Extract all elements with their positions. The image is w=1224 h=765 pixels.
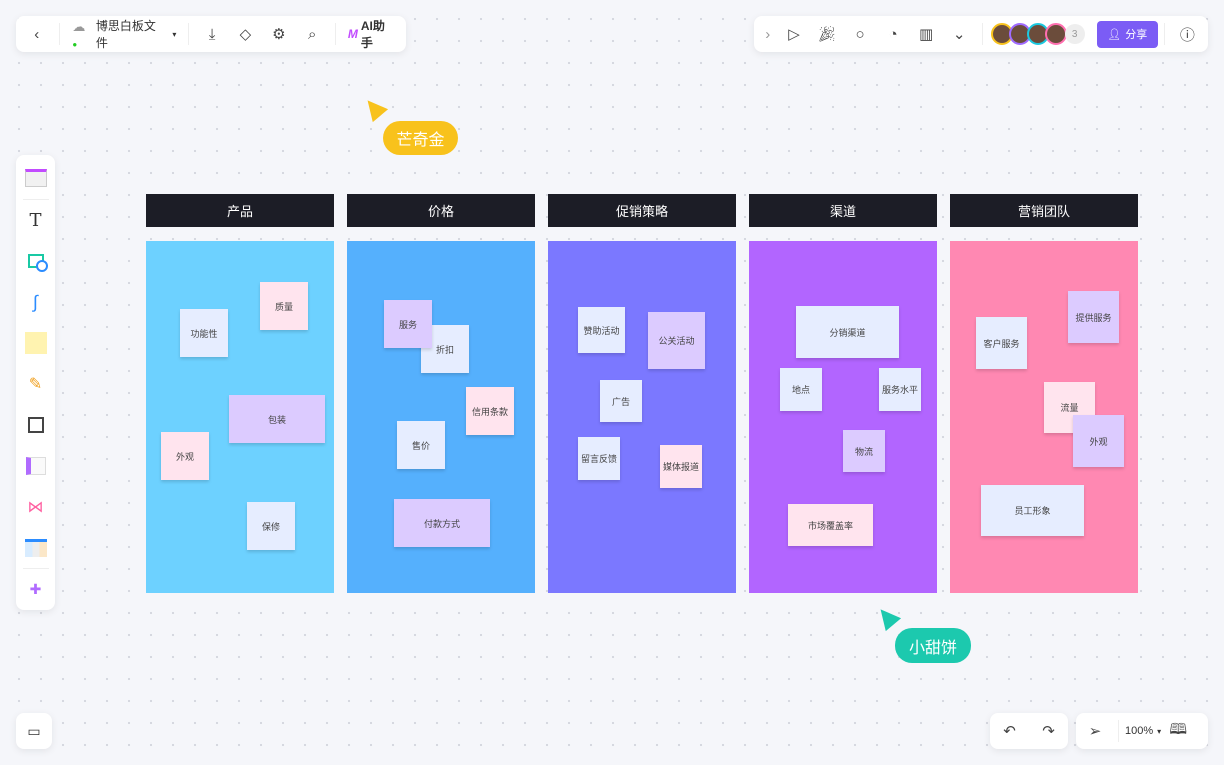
sticky-note[interactable]: 提供服务 bbox=[1068, 291, 1119, 343]
sticky-note[interactable]: 保修 bbox=[247, 502, 295, 550]
cloud-saved-icon: ☁● bbox=[72, 18, 86, 49]
sticky-note[interactable]: 地点 bbox=[780, 368, 822, 411]
sticky-note[interactable]: 公关活动 bbox=[648, 312, 705, 369]
more-tools-icon[interactable]: ✚ bbox=[29, 581, 42, 598]
sticky-note[interactable]: 市场覆盖率 bbox=[788, 504, 873, 546]
divider bbox=[334, 23, 336, 45]
ai-logo-icon: M bbox=[347, 27, 358, 41]
avatar bbox=[1044, 23, 1067, 45]
column-header: 产品 bbox=[146, 194, 334, 227]
collaborators[interactable]: 3 bbox=[989, 23, 1085, 45]
collaborator-count: 3 bbox=[1064, 24, 1085, 44]
ai-assistant-button[interactable]: M AI助手 bbox=[342, 17, 402, 51]
column-body[interactable] bbox=[548, 241, 736, 593]
frame-tool-icon[interactable] bbox=[18, 407, 54, 443]
share-button[interactable]: 👤︎ 分享 bbox=[1096, 20, 1158, 48]
map-icon[interactable]: 🕮︎ bbox=[1169, 720, 1187, 738]
connector-tool-icon[interactable]: ∫ bbox=[33, 291, 38, 312]
sticky-note[interactable]: 留言反馈 bbox=[578, 437, 620, 480]
sticky-note[interactable]: 信用条款 bbox=[466, 387, 514, 435]
help-icon[interactable]: ⓘ bbox=[1179, 26, 1195, 44]
column-header: 营销团队 bbox=[950, 194, 1138, 227]
back-icon[interactable]: ‹ bbox=[34, 25, 40, 43]
kanban-tool-icon[interactable] bbox=[18, 530, 54, 566]
minimap-button[interactable]: ▭ bbox=[16, 713, 52, 749]
pen-tool-icon[interactable]: ✎ bbox=[28, 375, 43, 393]
sticky-note[interactable]: 售价 bbox=[397, 421, 445, 469]
divider bbox=[981, 23, 983, 45]
search-icon[interactable]: ⌕ bbox=[307, 25, 317, 43]
file-name: 博思白板文件 bbox=[95, 19, 156, 50]
ai-label: AI助手 bbox=[360, 19, 385, 50]
sticky-note[interactable]: 质量 bbox=[260, 282, 308, 330]
divider bbox=[22, 198, 49, 200]
vote-chart-icon[interactable]: ▥ bbox=[919, 26, 934, 43]
expand-icon[interactable]: › bbox=[765, 25, 771, 43]
cursor-arrow-icon bbox=[359, 93, 389, 123]
sticky-note[interactable]: 赞助活动 bbox=[578, 307, 625, 353]
view-controls: ➢ 100% ▾ 🕮︎ bbox=[1076, 713, 1208, 749]
chevron-down-icon: ▾ bbox=[1157, 726, 1162, 736]
top-right-toolbar: › ▷ 🎉︎ ○ ◔ ▥ ⌄ 3 👤︎ 分享 ⓘ bbox=[754, 16, 1208, 52]
top-left-toolbar: ‹ ☁● 博思白板文件 ▾ ⤓ ◇ ⚙ ⌕ M AI助手 bbox=[16, 16, 406, 52]
sticky-note[interactable]: 付款方式 bbox=[394, 499, 490, 547]
chevron-down-icon: ▾ bbox=[172, 29, 177, 39]
sticky-note[interactable]: 包装 bbox=[229, 395, 325, 443]
sticky-note[interactable]: 媒体报道 bbox=[660, 445, 702, 488]
sticky-note[interactable]: 物流 bbox=[843, 430, 885, 472]
sticky-note[interactable]: 员工形象 bbox=[981, 485, 1084, 536]
more-chevrons-icon[interactable]: ⌄ bbox=[952, 26, 966, 43]
cursor-label: 小甜饼 bbox=[895, 628, 971, 663]
sticky-note[interactable]: 功能性 bbox=[180, 309, 228, 357]
sticky-note[interactable]: 外观 bbox=[1073, 415, 1124, 467]
tag-icon[interactable]: ◇ bbox=[239, 26, 252, 43]
template-icon[interactable] bbox=[18, 161, 54, 197]
divider bbox=[1118, 720, 1119, 742]
minimap-icon: ▭ bbox=[27, 722, 41, 739]
zoom-level: 100% bbox=[1125, 725, 1154, 737]
sticky-note[interactable]: 服务水平 bbox=[879, 368, 921, 411]
divider bbox=[22, 568, 49, 570]
play-icon[interactable]: ▷ bbox=[788, 26, 800, 43]
column-header: 渠道 bbox=[749, 194, 937, 227]
history-controls: ↶ ↷ bbox=[990, 713, 1068, 749]
text-tool-icon[interactable]: T bbox=[29, 209, 42, 231]
left-tool-palette: T ∫ ✎ ⋈ ✚ bbox=[16, 155, 55, 610]
redo-icon[interactable]: ↷ bbox=[1042, 723, 1055, 740]
cursor-arrow-icon bbox=[872, 602, 902, 632]
sticky-note[interactable]: 分销渠道 bbox=[796, 306, 899, 358]
sticky-note[interactable]: 广告 bbox=[600, 380, 642, 422]
zoom-level-dropdown[interactable]: 100% ▾ bbox=[1125, 725, 1161, 737]
column-header: 促销策略 bbox=[548, 194, 736, 227]
celebrate-icon[interactable]: 🎉︎ bbox=[817, 26, 837, 43]
sticky-note[interactable]: 客户服务 bbox=[976, 317, 1027, 369]
download-icon[interactable]: ⤓ bbox=[208, 25, 216, 43]
sticky-note[interactable]: 服务 bbox=[384, 300, 432, 348]
sticky-note-icon[interactable] bbox=[18, 325, 54, 361]
file-menu[interactable]: ☁● 博思白板文件 ▾ bbox=[66, 17, 182, 51]
undo-icon[interactable]: ↶ bbox=[1003, 723, 1016, 740]
card-tool-icon[interactable] bbox=[18, 448, 54, 484]
divider bbox=[1163, 23, 1165, 45]
comment-icon[interactable]: ○ bbox=[855, 25, 865, 43]
mindmap-tool-icon[interactable]: ⋈ bbox=[27, 498, 44, 516]
timer-icon[interactable]: ◔ bbox=[888, 25, 898, 43]
sticky-note[interactable]: 外观 bbox=[161, 432, 209, 480]
divider bbox=[188, 23, 190, 45]
gear-icon[interactable]: ⚙ bbox=[272, 26, 286, 43]
share-label: 分享 bbox=[1125, 29, 1148, 41]
column-header: 价格 bbox=[347, 194, 535, 227]
shape-tool-icon[interactable] bbox=[18, 243, 54, 279]
divider bbox=[59, 23, 61, 45]
add-user-icon: 👤︎ bbox=[1107, 28, 1122, 41]
cursor-label: 芒奇金 bbox=[383, 121, 458, 155]
select-pointer-icon[interactable]: ➢ bbox=[1088, 723, 1102, 740]
